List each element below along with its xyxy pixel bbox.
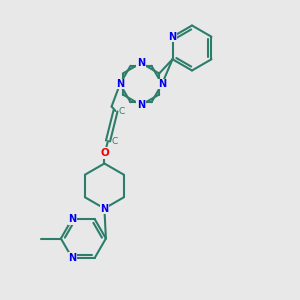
Text: O: O [100,148,109,158]
Text: C: C [112,136,118,146]
Text: N: N [158,79,166,89]
Text: N: N [100,203,109,214]
Text: N: N [68,253,76,263]
Text: N: N [116,79,124,89]
Text: N: N [68,214,76,224]
Text: N: N [137,58,145,68]
Text: C: C [119,106,125,116]
Text: N: N [137,100,145,110]
Text: N: N [169,32,177,42]
